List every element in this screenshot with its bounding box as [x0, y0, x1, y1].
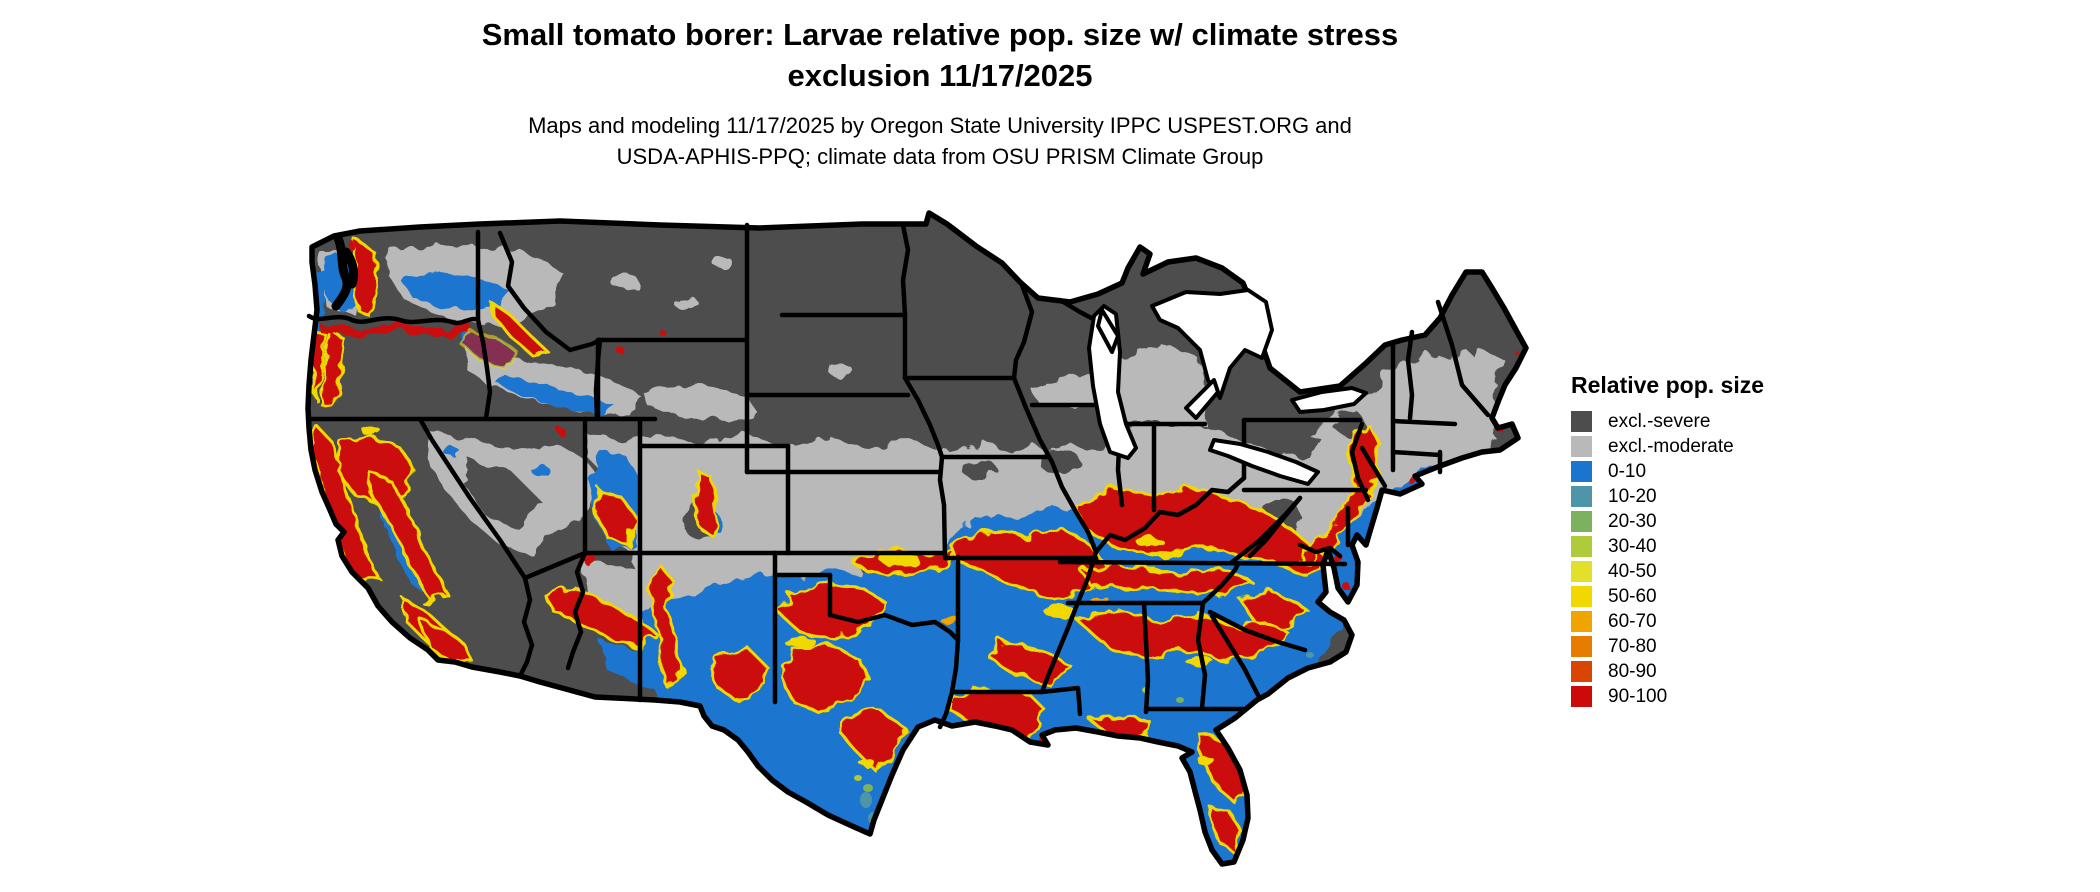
page-title-line1: Small tomato borer: Larvae relative pop.…: [481, 17, 1399, 52]
legend-item-label: 0-10: [1608, 460, 1647, 482]
legend-item: 40-50: [1571, 559, 1764, 584]
legend-items: excl.-severe excl.-moderate 0-10 10-20 20-30…: [1571, 409, 1764, 709]
legend-item: 50-60: [1571, 584, 1764, 609]
legend-swatch: [1571, 511, 1592, 532]
legend-item: 10-20: [1571, 484, 1764, 509]
legend-swatch: [1571, 611, 1592, 632]
legend-swatch: [1571, 636, 1592, 657]
page-title-line2: exclusion 11/17/2025: [787, 58, 1093, 93]
legend-item: 20-30: [1571, 509, 1764, 534]
legend-item-label: excl.-moderate: [1608, 435, 1734, 457]
legend-item-label: 20-30: [1608, 510, 1657, 532]
lake-michigan: [1087, 304, 1138, 460]
puget-sound: [331, 233, 359, 311]
legend-swatch: [1571, 411, 1592, 432]
map-header: Small tomato borer: Larvae relative pop.…: [0, 14, 1880, 172]
legend-item-label: 40-50: [1608, 560, 1657, 582]
legend-item-label: 70-80: [1608, 635, 1657, 657]
lake-erie: [1208, 438, 1320, 486]
legend-swatch: [1571, 686, 1592, 707]
legend-swatch: [1571, 536, 1592, 557]
legend-item-label: 60-70: [1608, 610, 1657, 632]
lake-green-bay: [1096, 308, 1120, 354]
legend-item: 90-100: [1571, 684, 1764, 709]
legend-swatch: [1571, 661, 1592, 682]
legend-item-label: 50-60: [1608, 585, 1657, 607]
legend-item: excl.-severe: [1571, 409, 1764, 434]
legend: Relative pop. size excl.-severe excl.-mod…: [1571, 372, 1764, 709]
legend-item: 30-40: [1571, 534, 1764, 559]
legend-swatch: [1571, 561, 1592, 582]
great-lakes: [1087, 288, 1368, 486]
legend-swatch: [1571, 486, 1592, 507]
lake-ontario: [1290, 386, 1368, 414]
legend-item: excl.-moderate: [1571, 434, 1764, 459]
legend-title: Relative pop. size: [1571, 372, 1765, 398]
legend-item: 0-10: [1571, 459, 1764, 484]
map-subtitle: Maps and modeling 11/17/2025 by Oregon S…: [0, 110, 1880, 172]
legend-item: 80-90: [1571, 659, 1764, 684]
subtitle-line1: Maps and modeling 11/17/2025 by Oregon S…: [528, 113, 1352, 138]
legend-item-label: 30-40: [1608, 535, 1657, 557]
legend-swatch: [1571, 461, 1592, 482]
legend-item-label: 80-90: [1608, 660, 1657, 682]
legend-item: 60-70: [1571, 609, 1764, 634]
legend-item-label: excl.-severe: [1608, 410, 1711, 432]
legend-swatch: [1571, 586, 1592, 607]
saginaw-bay: [1184, 378, 1220, 420]
legend-swatch: [1571, 436, 1592, 457]
map-layer-yellow: [360, 426, 1214, 766]
subtitle-line2: USDA-APHIS-PPQ; climate data from OSU PR…: [616, 144, 1264, 169]
legend-item-label: 10-20: [1608, 485, 1657, 507]
legend-item: 70-80: [1571, 634, 1764, 659]
lake-huron: [1150, 288, 1274, 400]
legend-item-label: 90-100: [1608, 685, 1668, 707]
